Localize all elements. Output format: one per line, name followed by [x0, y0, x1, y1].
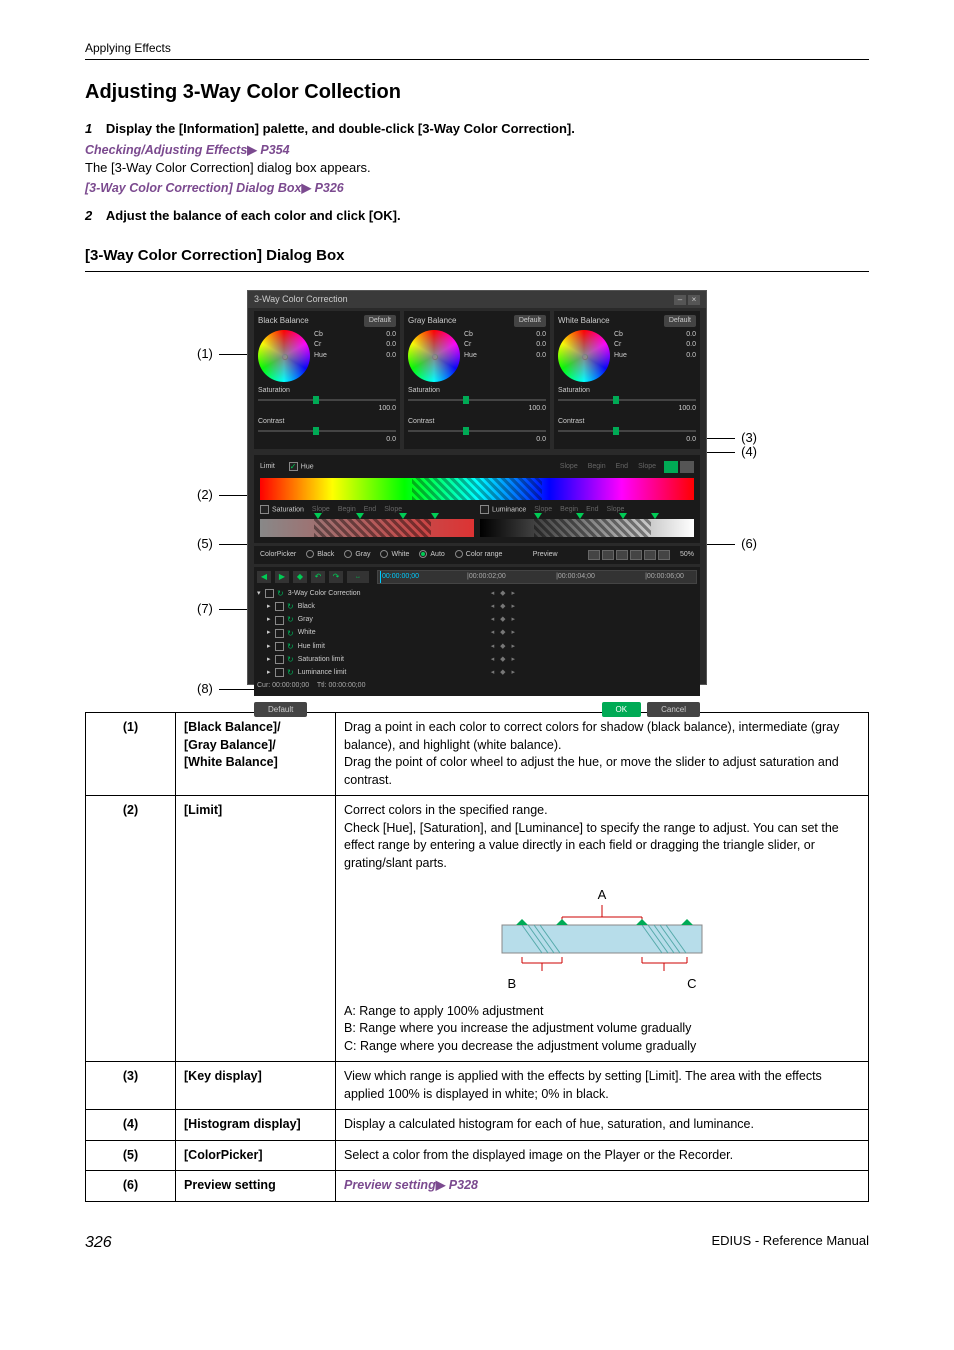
subsection-title: [3-Way Color Correction] Dialog Box [85, 245, 869, 272]
tree-item[interactable]: ▸↻White◂ ◆ ▸ [257, 627, 697, 640]
gray-balance-title: Gray Balance [408, 315, 456, 326]
limit-panel: Limit Hue Slope Begin End Slope [254, 455, 700, 543]
cancel-button[interactable]: Cancel [647, 702, 700, 717]
black-balance-title: Black Balance [258, 315, 309, 326]
tree-item[interactable]: ▸↻Gray◂ ◆ ▸ [257, 613, 697, 626]
gray-contrast-slider[interactable] [408, 430, 546, 432]
ok-button[interactable]: OK [602, 702, 642, 717]
prev-button[interactable]: ◀ [257, 571, 271, 583]
white-default-button[interactable]: Default [664, 315, 696, 327]
step-1: 1 Display the [Information] palette, and… [85, 120, 869, 138]
undo-button[interactable]: ↶ [311, 571, 325, 583]
white-saturation-slider[interactable] [558, 399, 696, 401]
play-button[interactable]: ▶ [275, 571, 289, 583]
tree-item[interactable]: ▸↻Black◂ ◆ ▸ [257, 600, 697, 613]
dialog-footer: Default OK Cancel [248, 696, 706, 723]
dialog-screenshot: (1) (2) (5) (7) (8) (3) [85, 290, 869, 690]
limit-diagram: A [472, 886, 732, 992]
black-balance-panel: Black Balance Default Cb0.0 Cr0.0 Hue0.0… [254, 311, 400, 449]
callout-7: (7) [197, 600, 213, 618]
ref-link-2[interactable]: [3-Way Color Correction] Dialog Box▶ P32… [85, 180, 869, 198]
white-balance-panel: White Balance Default Cb0.0 Cr0.0 Hue0.0… [554, 311, 700, 449]
white-color-wheel[interactable] [558, 330, 610, 382]
page-header: Applying Effects [85, 40, 869, 60]
step-2: 2 Adjust the balance of each color and c… [85, 207, 869, 225]
page-number: 326 [85, 1232, 112, 1254]
table-row: (2) [Limit] Correct colors in the specif… [86, 796, 869, 1062]
table-row: (4) [Histogram display] Display a calcul… [86, 1110, 869, 1141]
dialog-titlebar[interactable]: 3-Way Color Correction – × [248, 291, 706, 308]
tree-item[interactable]: ▸↻Luminance limit◂ ◆ ▸ [257, 666, 697, 679]
doc-title: EDIUS - Reference Manual [711, 1232, 869, 1254]
table-row: (3) [Key display] View which range is ap… [86, 1062, 869, 1110]
picker-black[interactable]: Black [306, 550, 334, 560]
step-1-result: The [3-Way Color Correction] dialog box … [85, 159, 869, 177]
redo-button[interactable]: ↷ [329, 571, 343, 583]
black-default-button[interactable]: Default [364, 315, 396, 327]
dialog-title: 3-Way Color Correction [254, 293, 348, 306]
table-row: (1) [Black Balance]/ [Gray Balance]/ [Wh… [86, 713, 869, 796]
black-color-wheel[interactable] [258, 330, 310, 382]
step-1-text: Display the [Information] palette, and d… [106, 121, 575, 136]
dialog-window: 3-Way Color Correction – × Black Balance… [247, 290, 707, 685]
step-2-num: 2 [85, 208, 92, 223]
picker-gray[interactable]: Gray [344, 550, 370, 560]
white-balance-title: White Balance [558, 315, 610, 326]
table-row: (6) Preview setting Preview setting▶ P32… [86, 1171, 869, 1202]
gray-default-button[interactable]: Default [514, 315, 546, 327]
add-key-button[interactable]: ◆ [293, 571, 307, 583]
saturation-range-strip[interactable] [260, 519, 474, 537]
tree-root[interactable]: ▾↻ 3-Way Color Correction ◂ ◆ ▸ [257, 587, 697, 600]
histogram-button[interactable] [680, 461, 694, 473]
white-contrast-slider[interactable] [558, 430, 696, 432]
balance-row: Black Balance Default Cb0.0 Cr0.0 Hue0.0… [248, 308, 706, 452]
timeline-panel: ◀ ▶ ◆ ↶ ↷ ↔ 00:00:00;00 |00:00:02;00 |00… [254, 567, 700, 696]
callout-2: (2) [197, 486, 213, 504]
page-footer: 326 EDIUS - Reference Manual [85, 1232, 869, 1254]
parameter-table: (1) [Black Balance]/ [Gray Balance]/ [Wh… [85, 712, 869, 1201]
default-button[interactable]: Default [254, 702, 307, 717]
callout-6: (6) [741, 535, 757, 553]
picker-auto[interactable]: Auto [419, 550, 444, 560]
section-title: Adjusting 3-Way Color Collection [85, 78, 869, 106]
gray-balance-panel: Gray Balance Default Cb0.0 Cr0.0 Hue0.0 … [404, 311, 550, 449]
black-saturation-slider[interactable] [258, 399, 396, 401]
callout-8: (8) [197, 680, 213, 698]
callout-5: (5) [197, 535, 213, 553]
step-2-text: Adjust the balance of each color and cli… [106, 208, 401, 223]
luminance-checkbox[interactable] [480, 505, 489, 514]
hue-range-strip[interactable] [260, 478, 694, 500]
preview-mode-buttons[interactable] [588, 550, 670, 560]
ref-link-1[interactable]: Checking/Adjusting Effects▶ P354 [85, 142, 869, 160]
tree-item[interactable]: ▸↻Saturation limit◂ ◆ ▸ [257, 653, 697, 666]
table-row: (5) [ColorPicker] Select a color from th… [86, 1140, 869, 1171]
saturation-checkbox[interactable] [260, 505, 269, 514]
close-icon[interactable]: × [688, 295, 700, 305]
luminance-range-strip[interactable] [480, 519, 694, 537]
callout-4: (4) [741, 443, 757, 461]
picker-white[interactable]: White [380, 550, 409, 560]
tree-item[interactable]: ▸↻Hue limit◂ ◆ ▸ [257, 640, 697, 653]
step-1-num: 1 [85, 121, 92, 136]
callout-1: (1) [197, 345, 213, 363]
key-display-button[interactable] [664, 461, 678, 473]
minimize-icon[interactable]: – [674, 295, 686, 305]
black-contrast-slider[interactable] [258, 430, 396, 432]
hue-checkbox[interactable] [289, 462, 298, 471]
preview-setting-link[interactable]: Preview setting▶ P328 [344, 1178, 478, 1192]
preview-percent: 50% [680, 550, 694, 560]
colorpicker-row: ColorPicker Black Gray White Auto Color … [254, 546, 700, 564]
gray-saturation-slider[interactable] [408, 399, 546, 401]
fit-button[interactable]: ↔ [347, 571, 369, 583]
gray-color-wheel[interactable] [408, 330, 460, 382]
picker-range[interactable]: Color range [455, 550, 503, 560]
timeline-ruler[interactable]: 00:00:00;00 |00:00:02;00 |00:00:04;00 |0… [377, 570, 697, 584]
